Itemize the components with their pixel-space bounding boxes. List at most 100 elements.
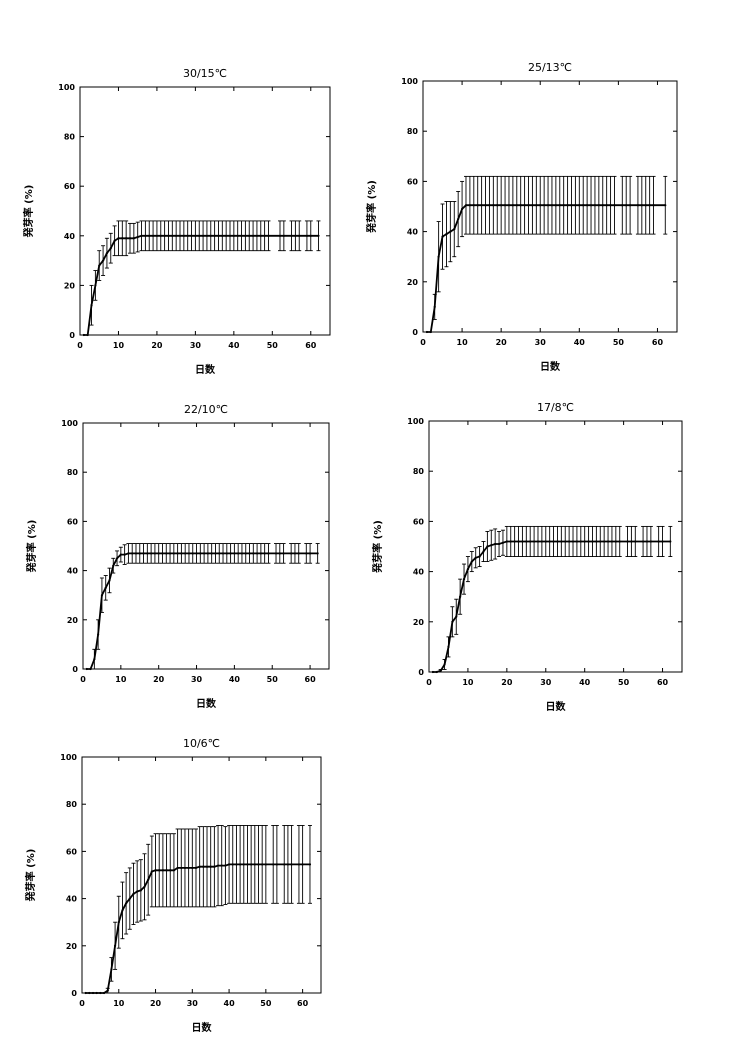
data-point xyxy=(138,552,141,555)
data-point xyxy=(125,237,128,240)
data-point xyxy=(606,540,610,543)
data-point xyxy=(178,234,182,237)
x-tick-label: 60 xyxy=(657,678,669,687)
data-point xyxy=(652,204,655,207)
data-point xyxy=(251,234,255,237)
data-point xyxy=(171,234,174,237)
x-tick-label: 0 xyxy=(77,341,83,350)
data-point xyxy=(144,234,147,237)
chart-title: 10/6℃ xyxy=(183,737,220,750)
data-point xyxy=(640,204,643,207)
data-point xyxy=(250,863,253,866)
x-tick-label: 10 xyxy=(115,675,127,684)
data-point xyxy=(282,234,285,237)
data-point xyxy=(217,234,220,237)
data-point xyxy=(517,540,520,543)
plot-frame xyxy=(428,420,683,673)
data-point xyxy=(564,540,567,543)
data-point xyxy=(496,204,499,207)
data-point xyxy=(165,869,168,872)
data-point xyxy=(128,237,132,240)
data-point xyxy=(669,540,672,543)
y-tick-label: 0 xyxy=(412,328,418,337)
data-point xyxy=(645,540,649,543)
data-point xyxy=(235,863,238,866)
data-point xyxy=(548,540,551,543)
y-tick-label: 20 xyxy=(67,616,79,625)
y-axis-label: 発芽率 (%) xyxy=(365,180,378,234)
data-point xyxy=(562,204,565,207)
data-point xyxy=(630,540,633,543)
data-point xyxy=(511,204,514,207)
data-point xyxy=(233,552,236,555)
x-tick-label: 60 xyxy=(305,341,317,350)
data-point xyxy=(482,550,485,553)
data-point xyxy=(286,863,290,866)
data-point xyxy=(125,902,128,905)
data-point xyxy=(209,234,212,237)
data-point xyxy=(218,552,221,555)
data-point xyxy=(191,552,194,555)
data-point xyxy=(198,865,201,868)
data-point xyxy=(509,540,512,543)
data-point xyxy=(621,204,624,207)
data-point xyxy=(625,204,628,207)
data-point xyxy=(95,991,98,995)
data-point xyxy=(507,204,511,207)
data-point xyxy=(225,552,228,555)
data-point xyxy=(221,234,224,237)
data-point xyxy=(239,863,242,866)
data-point xyxy=(597,204,600,207)
x-tick-label: 30 xyxy=(187,999,199,1008)
x-tick-label: 20 xyxy=(153,675,165,684)
data-point xyxy=(550,204,554,207)
x-axis-label: 日数 xyxy=(540,360,561,373)
error-bars xyxy=(105,824,312,994)
data-point xyxy=(180,552,183,555)
data-point xyxy=(205,234,209,237)
data-point xyxy=(429,330,432,334)
data-point xyxy=(220,864,223,867)
series-line xyxy=(85,863,310,994)
data-point xyxy=(91,991,95,995)
data-point xyxy=(187,552,191,555)
plot-frame xyxy=(79,86,331,336)
data-point xyxy=(505,540,508,543)
y-tick-label: 40 xyxy=(67,567,79,576)
y-tick-label: 80 xyxy=(64,133,76,142)
data-point xyxy=(186,234,189,237)
data-point xyxy=(101,259,105,262)
x-tick-label: 40 xyxy=(228,341,240,350)
data-point xyxy=(105,252,109,255)
data-point xyxy=(127,552,130,555)
data-point xyxy=(113,239,116,242)
data-point xyxy=(543,204,546,207)
data-point xyxy=(159,234,162,237)
y-tick-label: 100 xyxy=(401,77,418,86)
data-point xyxy=(182,234,185,237)
data-point xyxy=(586,204,589,207)
y-axis-label: 発芽率 (%) xyxy=(22,185,35,239)
data-point xyxy=(468,204,471,207)
data-point xyxy=(210,552,213,555)
y-tick-label: 100 xyxy=(60,753,77,762)
data-point xyxy=(248,234,251,237)
x-tick-label: 50 xyxy=(267,675,279,684)
data-point xyxy=(128,897,131,900)
x-tick-label: 30 xyxy=(191,675,203,684)
chart-panel: 22/10℃ 0 20 40 60 80 100 0 10 20 30 40 50 60 日数 発芽率 (%) xyxy=(25,403,330,710)
data-point xyxy=(257,863,260,866)
data-point xyxy=(98,264,101,267)
data-point xyxy=(609,204,612,207)
data-point xyxy=(294,234,297,237)
data-point xyxy=(112,564,115,567)
data-point xyxy=(484,204,487,207)
data-point xyxy=(136,890,139,893)
data-point xyxy=(259,552,262,555)
data-point xyxy=(231,863,234,866)
data-point xyxy=(263,552,266,555)
data-point xyxy=(89,667,92,671)
data-point xyxy=(104,586,107,589)
data-point xyxy=(264,863,267,866)
y-tick-label: 100 xyxy=(58,83,75,92)
